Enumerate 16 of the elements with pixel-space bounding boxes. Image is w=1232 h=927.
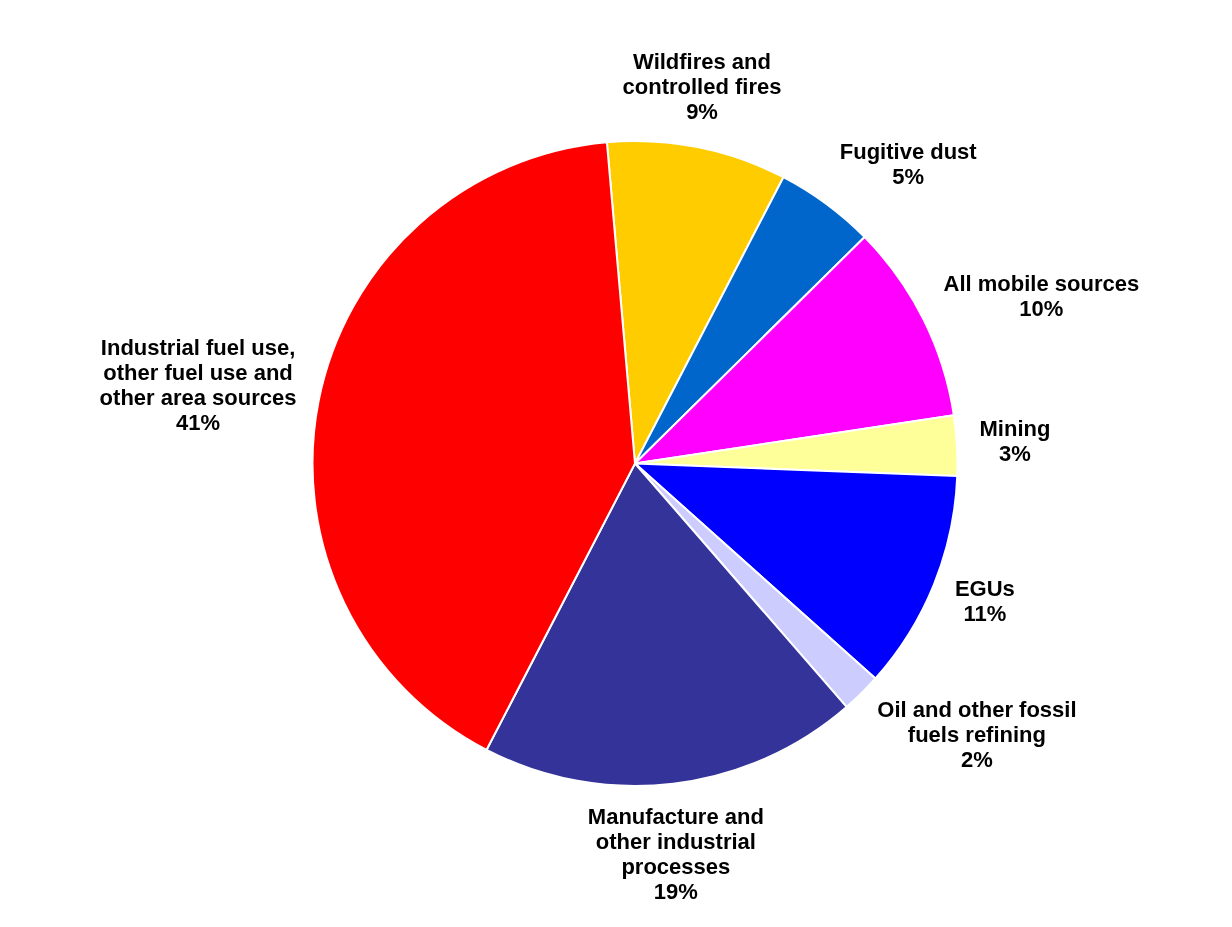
data-label: 11%	[963, 600, 1007, 626]
data-label: 41%	[176, 410, 221, 436]
data-label: 2%	[961, 746, 993, 772]
slice-label: Oil and other fossil fuels refining	[877, 696, 1077, 747]
slice-label: Wildfires and controlled fires	[622, 49, 782, 100]
slice-label: Fugitive dust	[839, 139, 978, 165]
slice-label: Manufacture and other industrial processes	[587, 804, 764, 880]
data-label: 3%	[999, 441, 1031, 467]
slice-label: EGUs	[954, 575, 1015, 601]
data-label: 5%	[892, 164, 925, 190]
data-label: 19%	[653, 879, 698, 905]
slice-label: Industrial fuel use, other fuel use and other area sources	[99, 335, 297, 411]
slice-label: Mining	[979, 416, 1051, 442]
slice-label: All mobile sources	[943, 271, 1140, 297]
data-label: 9%	[686, 99, 718, 125]
data-label: 10%	[1019, 296, 1064, 322]
